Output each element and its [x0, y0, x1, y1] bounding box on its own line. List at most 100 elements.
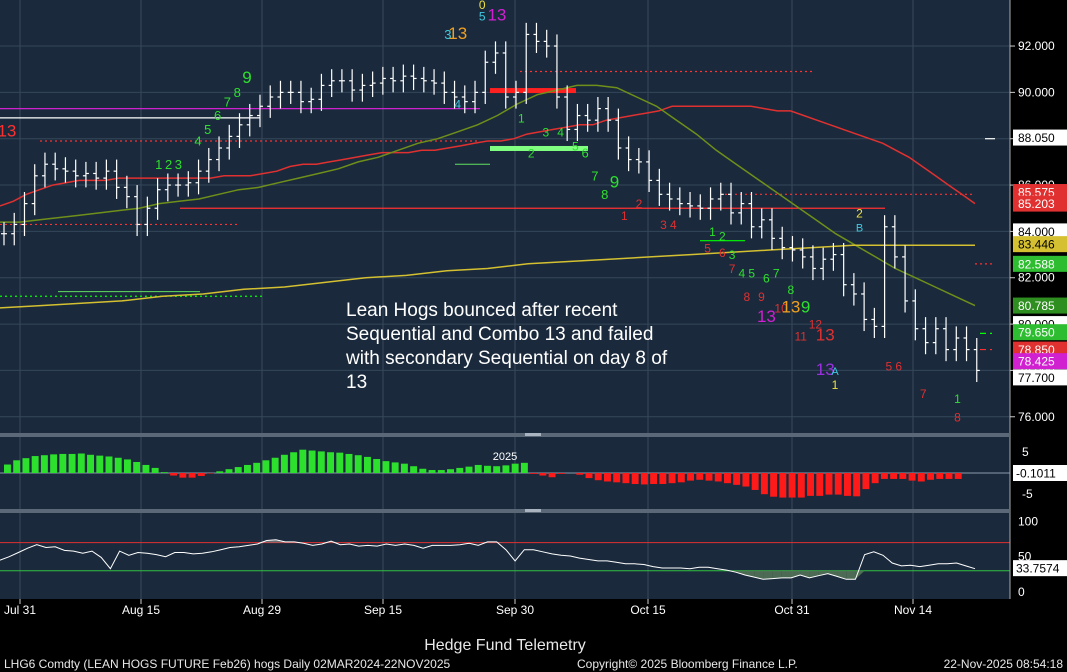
x-tick-label: Sep 30 [496, 603, 534, 617]
td-count-label: 2 [528, 146, 535, 160]
overbought-fill [496, 541, 506, 543]
td-count-label: 6 [763, 271, 770, 285]
td-count-label: 5 [479, 10, 486, 24]
momentum-bar [807, 473, 814, 496]
momentum-bar [936, 473, 944, 479]
td-count-label: 13 [816, 325, 835, 344]
momentum-bar [853, 473, 861, 497]
td-count-label: 11 [794, 329, 807, 343]
momentum-bar [751, 473, 759, 490]
momentum-bar [724, 473, 731, 484]
momentum-bar [382, 461, 390, 473]
momentum-bar [40, 455, 48, 473]
td-count-label: 3 [543, 125, 550, 139]
td-count-label: 7 [224, 94, 231, 109]
td-count-label: 12 [809, 318, 823, 332]
footer-brand: Hedge Fund Telemetry [424, 637, 586, 654]
momentum-bar [87, 454, 94, 473]
td-count-label: 13 [781, 298, 800, 317]
momentum-bar [760, 473, 768, 495]
oversold-fill [791, 570, 801, 578]
momentum-bar [770, 473, 778, 497]
annotation-line-2: Sequential and Combo 13 and failed [346, 324, 653, 345]
momentum-bar [890, 473, 898, 479]
momentum-bar [659, 473, 667, 485]
momentum-bar [179, 473, 187, 478]
td-count-label: 1 [621, 209, 628, 223]
x-tick-label: Oct 15 [630, 603, 666, 617]
td-count-label: 2 [165, 157, 172, 172]
momentum-last-label: -0.1011 [1016, 467, 1056, 481]
momentum-bar [197, 473, 205, 476]
td-count-label: 10 [774, 302, 788, 316]
momentum-bar [613, 473, 621, 483]
momentum-bar [502, 465, 510, 473]
footer-timestamp: 22-Nov-2025 08:54:18 [944, 657, 1064, 671]
momentum-bar [677, 473, 685, 483]
momentum-bar [22, 458, 30, 473]
td-count-label: 5 [748, 267, 755, 281]
momentum-bar [576, 473, 584, 475]
momentum-bar [77, 453, 85, 473]
momentum-bar [816, 473, 824, 496]
price-label-box [1013, 129, 1067, 146]
momentum-bar [216, 471, 224, 473]
price-label-text: 78.425 [1018, 355, 1055, 369]
momentum-bar [493, 466, 501, 473]
momentum-bar [437, 470, 445, 473]
oscillator-last-box [1013, 560, 1067, 577]
footer-security: LHG6 Comdty (LEAN HOGS FUTURE Feb26) hog… [4, 657, 451, 671]
td-count-label: 5 [886, 359, 893, 373]
y-tick-label: 82.000 [1018, 271, 1055, 285]
td-count-label: 3 [175, 157, 182, 172]
momentum-bar [640, 473, 648, 485]
momentum-bar [410, 466, 418, 473]
price-label-text: 84.000 [1018, 225, 1055, 239]
momentum-bar [234, 467, 242, 473]
td-count-label: 7 [591, 168, 598, 183]
momentum-bar [419, 468, 427, 473]
x-tick-label: Aug 15 [122, 603, 160, 617]
oversold-fill [818, 570, 828, 576]
td-count-label: B [856, 222, 863, 234]
td-count-label: 1 [155, 157, 162, 172]
td-count-label: 4 [557, 125, 564, 139]
momentum-bar [733, 473, 741, 485]
momentum-bar [428, 470, 436, 473]
momentum-bar [114, 457, 122, 473]
price-label-text: 79.650 [1018, 326, 1055, 340]
x-axis-strip [0, 599, 1067, 627]
momentum-bar [604, 473, 611, 482]
momentum-bar [124, 459, 131, 473]
td-count-label: 2 [636, 197, 643, 211]
price-label-text: 82.588 [1018, 257, 1055, 271]
momentum-bar [105, 456, 113, 473]
momentum-bar [511, 463, 519, 473]
momentum-bar [391, 462, 399, 473]
td-count-label: 7 [729, 262, 736, 276]
overbought-fill [257, 540, 267, 543]
momentum-bar [225, 469, 233, 473]
momentum-bar [354, 455, 362, 473]
annotation-line-3: with secondary Sequential on day 8 of [345, 348, 668, 369]
momentum-bar [253, 462, 261, 473]
y-tick-label: 76.000 [1018, 410, 1055, 424]
momentum-bar [151, 467, 159, 473]
momentum-tick-label: -5 [1022, 487, 1033, 501]
td-count-label: 4 [670, 218, 677, 232]
momentum-bar [945, 473, 953, 479]
momentum-bar [705, 473, 713, 481]
momentum-bar [742, 473, 750, 487]
momentum-bar [170, 473, 178, 476]
momentum-bar [456, 467, 464, 473]
panel-divider [0, 509, 1010, 513]
price-label-text: 80.785 [1018, 299, 1055, 313]
momentum-last-box [1013, 465, 1067, 481]
momentum-bar [317, 451, 325, 473]
moving-average-line [0, 105, 976, 207]
td-count-label: 2 [719, 230, 726, 244]
momentum-bar [696, 473, 704, 480]
momentum-bar [484, 465, 491, 473]
price-label-text: 77.700 [1018, 371, 1055, 385]
annotation-line-4: 13 [346, 372, 367, 393]
